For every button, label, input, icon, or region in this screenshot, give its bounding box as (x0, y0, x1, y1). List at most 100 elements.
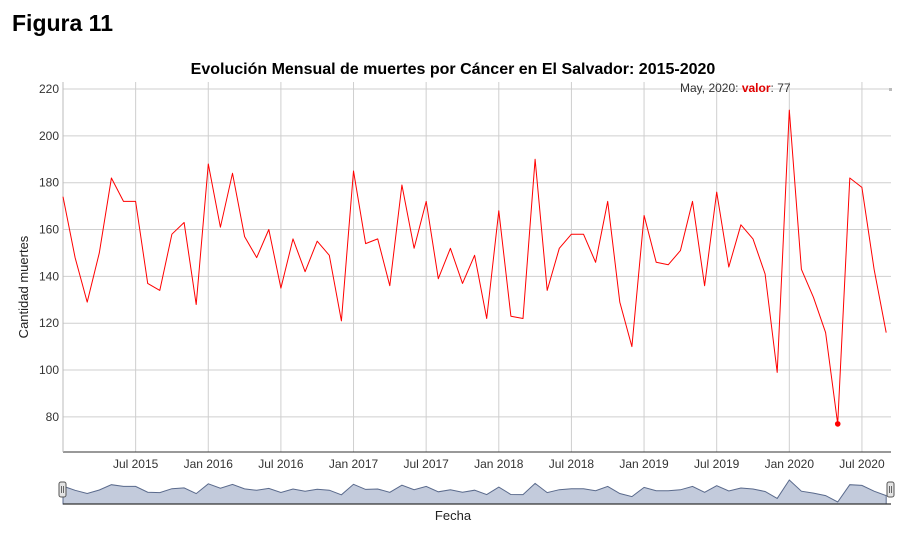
data-point (764, 273, 766, 275)
hover-key: valor (742, 81, 771, 95)
data-point (62, 196, 64, 198)
x-tick-label: Jul 2018 (549, 457, 595, 471)
data-point (667, 263, 669, 265)
y-axis-ticks: 80 100 120 140 160 180 200 220 (39, 82, 59, 424)
data-point (631, 345, 633, 347)
data-point (703, 285, 705, 287)
x-axis-title: Fecha (435, 508, 472, 523)
y-tick-label: 120 (39, 316, 59, 330)
data-point (800, 268, 802, 270)
data-point (498, 210, 500, 212)
data-point (243, 235, 245, 237)
data-point (304, 270, 306, 272)
data-point (328, 254, 330, 256)
data-point (715, 191, 717, 193)
x-tick-label: Jan 2019 (619, 457, 669, 471)
hover-legend: May, 2020: valor: 77 (680, 81, 791, 95)
data-point (159, 289, 161, 291)
data-point (643, 214, 645, 216)
data-point (147, 282, 149, 284)
data-point (776, 371, 778, 373)
data-point (86, 301, 88, 303)
navigator-right-handle[interactable] (886, 481, 895, 498)
data-point (740, 224, 742, 226)
data-point (728, 266, 730, 268)
data-point (873, 268, 875, 270)
y-tick-label: 140 (39, 269, 59, 283)
data-point (255, 256, 257, 258)
data-point (425, 200, 427, 202)
series-line[interactable] (62, 109, 887, 425)
data-point (377, 238, 379, 240)
data-point (582, 233, 584, 235)
figure-label: Figura 11 (12, 10, 113, 36)
data-point (691, 200, 693, 202)
data-point (485, 317, 487, 319)
y-tick-label: 180 (39, 176, 59, 190)
x-tick-label: Jan 2018 (474, 457, 524, 471)
x-tick-label: Jul 2020 (839, 457, 885, 471)
data-point (389, 285, 391, 287)
x-tick-label: Jul 2015 (113, 457, 159, 471)
x-tick-label: Jan 2020 (765, 457, 815, 471)
data-point (522, 317, 524, 319)
data-point (861, 186, 863, 188)
data-point (824, 331, 826, 333)
data-point (98, 252, 100, 254)
data-point (655, 261, 657, 263)
range-navigator[interactable] (58, 474, 895, 505)
x-tick-label: Jul 2017 (403, 457, 449, 471)
highlighted-point (834, 421, 841, 427)
y-tick-label: 220 (39, 82, 59, 96)
data-point (461, 282, 463, 284)
grid-lines (63, 82, 891, 452)
y-tick-label: 200 (39, 129, 59, 143)
hover-value: 77 (777, 81, 791, 95)
data-point (752, 238, 754, 240)
data-point (849, 177, 851, 179)
data-point (340, 320, 342, 322)
legend-marker (889, 88, 892, 91)
data-point (364, 242, 366, 244)
y-tick-label: 100 (39, 363, 59, 377)
data-point (885, 331, 887, 333)
data-point (316, 240, 318, 242)
x-tick-label: Jul 2019 (694, 457, 740, 471)
x-axis-ticks: Jul 2015 Jan 2016 Jul 2016 Jan 2017 Jul 2017… (113, 457, 885, 471)
data-point (134, 200, 136, 202)
y-tick-label: 160 (39, 223, 59, 237)
data-point (110, 177, 112, 179)
navigator-left-handle[interactable] (58, 481, 67, 498)
y-axis-title: Cantidad muertes (16, 235, 31, 338)
data-point (558, 247, 560, 249)
data-point (268, 228, 270, 230)
data-point (219, 226, 221, 228)
data-point (619, 301, 621, 303)
data-point (546, 289, 548, 291)
x-tick-label: Jan 2017 (329, 457, 379, 471)
y-tick-label: 80 (46, 410, 60, 424)
data-point (510, 315, 512, 317)
data-point (788, 109, 790, 111)
data-point (449, 247, 451, 249)
data-point (74, 256, 76, 258)
data-point (413, 247, 415, 249)
data-point (231, 172, 233, 174)
data-point (437, 278, 439, 280)
data-point (207, 163, 209, 165)
data-points (62, 109, 887, 427)
data-point (594, 261, 596, 263)
data-point (473, 254, 475, 256)
data-point (122, 200, 124, 202)
data-point (292, 238, 294, 240)
x-tick-label: Jul 2016 (258, 457, 304, 471)
data-point (280, 287, 282, 289)
navigator-area (62, 479, 887, 505)
data-point (812, 296, 814, 298)
data-point (570, 233, 572, 235)
data-point (679, 249, 681, 251)
x-tick-label: Jan 2016 (184, 457, 234, 471)
series-group[interactable] (62, 109, 887, 425)
data-point (183, 221, 185, 223)
